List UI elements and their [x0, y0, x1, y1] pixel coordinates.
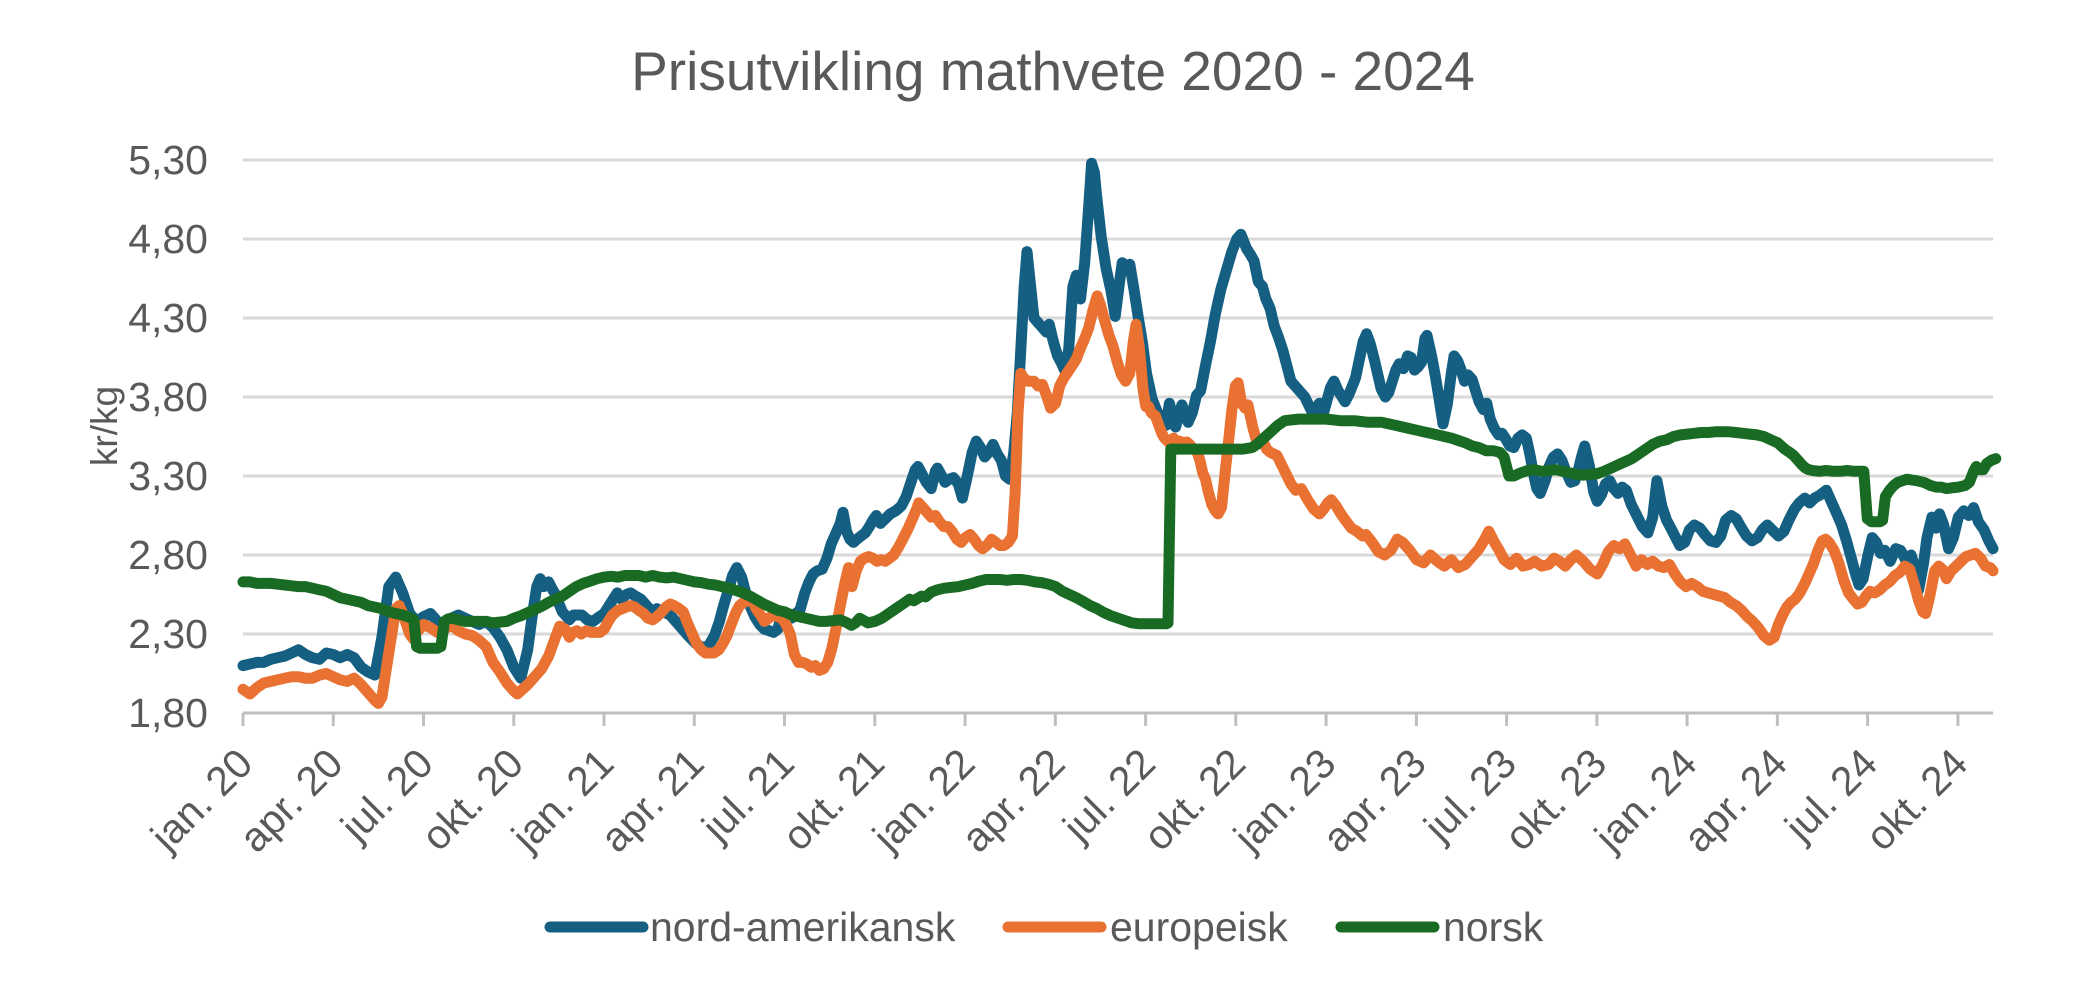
- svg-text:4,30: 4,30: [128, 295, 208, 341]
- svg-text:nord-amerikansk: nord-amerikansk: [650, 904, 956, 950]
- svg-text:norsk: norsk: [1443, 904, 1544, 950]
- svg-text:Prisutvikling mathvete 2020 -: Prisutvikling mathvete 2020 - 2024: [631, 40, 1475, 102]
- svg-text:4,80: 4,80: [128, 216, 208, 262]
- svg-text:2,80: 2,80: [128, 532, 208, 578]
- svg-text:3,30: 3,30: [128, 453, 208, 499]
- svg-text:1,80: 1,80: [128, 690, 208, 736]
- svg-text:3,80: 3,80: [128, 374, 208, 420]
- svg-text:5,30: 5,30: [128, 137, 208, 183]
- svg-text:kr/kg: kr/kg: [84, 386, 125, 466]
- svg-text:2,30: 2,30: [128, 611, 208, 657]
- svg-text:europeisk: europeisk: [1110, 904, 1288, 950]
